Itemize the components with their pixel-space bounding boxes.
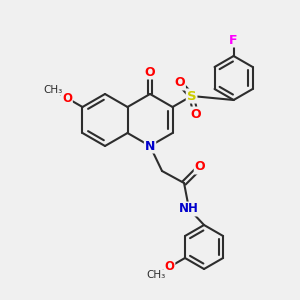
Text: N: N: [145, 140, 155, 152]
Text: O: O: [195, 160, 205, 173]
Text: O: O: [190, 107, 201, 121]
Text: NH: NH: [179, 202, 199, 215]
Text: O: O: [145, 65, 155, 79]
Text: O: O: [164, 260, 174, 274]
Text: O: O: [174, 76, 185, 89]
Text: CH₃: CH₃: [146, 270, 165, 280]
Text: O: O: [62, 92, 72, 104]
Text: CH₃: CH₃: [44, 85, 63, 95]
Text: F: F: [230, 34, 238, 46]
Text: S: S: [187, 89, 196, 103]
